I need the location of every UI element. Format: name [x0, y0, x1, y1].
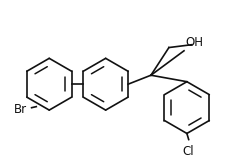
Text: Cl: Cl — [182, 145, 194, 158]
Text: OH: OH — [185, 36, 203, 49]
Text: Br: Br — [14, 103, 27, 116]
